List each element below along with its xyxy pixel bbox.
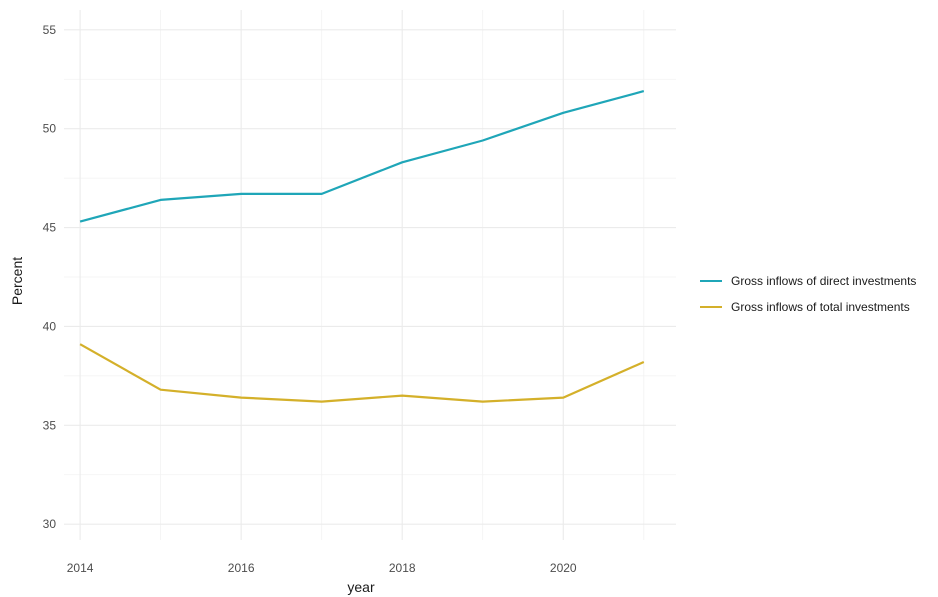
legend: Gross inflows of direct investments Gros… [700,274,916,314]
series-line-total [79,343,645,403]
series-lines [79,90,645,403]
y-tick-label: 30 [43,517,57,531]
y-tick-label: 50 [43,122,57,136]
x-tick-label: 2020 [550,561,577,575]
y-axis-title: Percent [9,257,25,305]
legend-label-direct: Gross inflows of direct investments [731,274,916,288]
series-line-direct [79,90,645,223]
x-tick-label: 2016 [228,561,255,575]
y-tick-label: 35 [43,418,57,432]
x-tick-label: 2018 [389,561,416,575]
x-tick-label: 2014 [67,561,94,575]
gridlines [64,10,676,540]
y-tick-label: 45 [43,221,57,235]
x-axis-title: year [347,579,375,595]
y-axis-tick-labels: 30 35 40 45 50 55 [43,23,57,531]
x-axis-tick-labels: 2014 2016 2018 2020 [67,561,577,575]
y-tick-label: 40 [43,319,57,333]
legend-label-total: Gross inflows of total investments [731,300,910,314]
y-tick-label: 55 [43,23,57,37]
